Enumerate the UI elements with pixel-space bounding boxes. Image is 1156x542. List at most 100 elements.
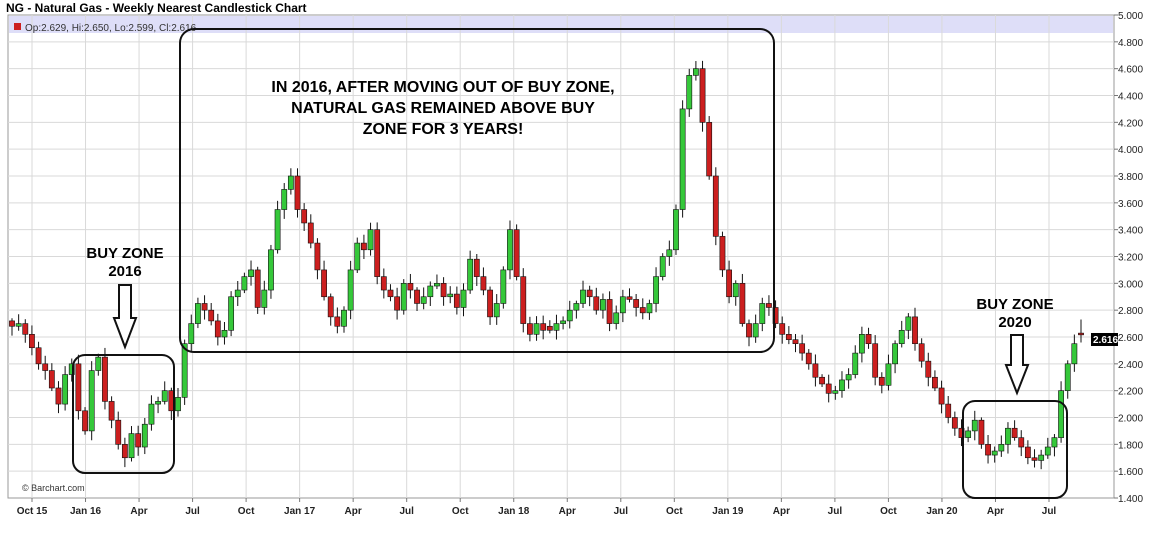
- y-tick-label: 2.600: [1118, 333, 1143, 344]
- candle-body: [938, 387, 945, 405]
- candle-body: [367, 229, 374, 251]
- candle-body: [772, 307, 779, 324]
- candle: [772, 300, 779, 329]
- candle-body: [1038, 454, 1045, 461]
- candle: [307, 214, 314, 249]
- candle: [62, 366, 69, 411]
- candle: [9, 318, 15, 336]
- candle-body: [493, 303, 500, 318]
- candle: [75, 354, 82, 420]
- candle-body: [155, 401, 161, 405]
- candle-body: [400, 283, 407, 311]
- buy-zone-2020-line-1: BUY ZONE: [976, 296, 1054, 313]
- candle-body: [858, 334, 865, 354]
- annotation-main-line-2: NATURAL GAS REMAINED ABOVE BUY: [291, 100, 595, 117]
- candle: [121, 437, 128, 468]
- y-tick-label: 4.000: [1118, 145, 1143, 156]
- box-main-2016-2019: [179, 28, 775, 353]
- candle: [739, 273, 746, 327]
- buy-zone-2016-line-1: BUY ZONE: [86, 245, 164, 262]
- candle-body: [95, 356, 102, 371]
- candle-body: [825, 383, 832, 394]
- candle: [268, 244, 274, 299]
- candle: [334, 307, 341, 334]
- candle: [540, 315, 547, 340]
- y-tick-label: 1.600: [1118, 467, 1143, 478]
- candle-body: [852, 352, 859, 375]
- candle-body: [161, 390, 168, 402]
- candle: [1031, 449, 1038, 468]
- candle-body: [1031, 457, 1038, 461]
- candle: [626, 288, 633, 303]
- candle-body: [759, 303, 766, 324]
- candle-body: [766, 303, 772, 308]
- candle: [586, 285, 593, 307]
- candle-body: [480, 276, 487, 291]
- candle-body: [294, 175, 301, 210]
- candle: [865, 327, 872, 349]
- candle-body: [560, 320, 566, 324]
- candle: [965, 426, 972, 443]
- candle-body: [951, 417, 958, 429]
- y-axis: 1.400 1.600 1.800 2.000 2.200 2.400 2.600 2.800…: [1114, 11, 1143, 505]
- candle: [480, 267, 487, 296]
- candle-body: [208, 309, 215, 322]
- candle-body: [102, 356, 108, 402]
- candle-body: [181, 343, 188, 398]
- candle-body: [898, 329, 905, 345]
- candle-body: [932, 376, 938, 389]
- candle: [248, 260, 254, 286]
- x-tick-label: Jan 17: [284, 506, 316, 517]
- candle-body: [361, 242, 367, 251]
- candle-body: [460, 289, 467, 308]
- candle-body: [407, 283, 414, 291]
- candle: [108, 396, 115, 429]
- candle-body: [15, 323, 22, 327]
- candle: [679, 100, 686, 218]
- candle-body: [440, 283, 447, 298]
- candle-body: [586, 289, 593, 298]
- candle-body: [427, 285, 434, 298]
- candle: [646, 299, 653, 320]
- candle: [985, 435, 991, 464]
- candle: [1018, 430, 1025, 457]
- candle-body: [845, 374, 852, 381]
- candle-body: [799, 343, 806, 354]
- candle-body: [912, 316, 918, 345]
- candle-body: [991, 450, 998, 456]
- candle: [566, 300, 573, 329]
- candle-body: [785, 334, 792, 340]
- candle-body: [121, 444, 128, 459]
- candle-body: [414, 289, 420, 304]
- candle-body: [221, 329, 228, 338]
- candle-body: [281, 189, 288, 210]
- candle-body: [467, 258, 474, 291]
- candle-body: [905, 316, 912, 331]
- candle: [1064, 360, 1071, 399]
- candle: [932, 370, 938, 392]
- candle-body: [1051, 437, 1058, 448]
- candle-body: [35, 347, 42, 365]
- candle: [593, 287, 600, 315]
- candle: [128, 426, 135, 462]
- candle-body: [42, 363, 49, 371]
- candle-body: [175, 397, 181, 412]
- candle: [155, 396, 161, 414]
- candle-body: [62, 374, 69, 405]
- candle-body: [978, 419, 985, 445]
- candle-body: [141, 423, 148, 448]
- candle: [845, 368, 852, 389]
- y-tick-label: 4.600: [1118, 65, 1143, 76]
- x-tick-label: Oct: [666, 506, 683, 517]
- candle-body: [261, 289, 268, 308]
- candle-body: [1058, 390, 1064, 438]
- candle: [799, 334, 806, 361]
- x-tick-label: Jul: [399, 506, 414, 517]
- last-price-label: 2.616: [1093, 335, 1118, 346]
- candle: [971, 410, 978, 441]
- candle-body: [553, 323, 560, 331]
- candle-body: [540, 323, 547, 331]
- candle-body: [666, 249, 673, 257]
- candle: [148, 395, 155, 431]
